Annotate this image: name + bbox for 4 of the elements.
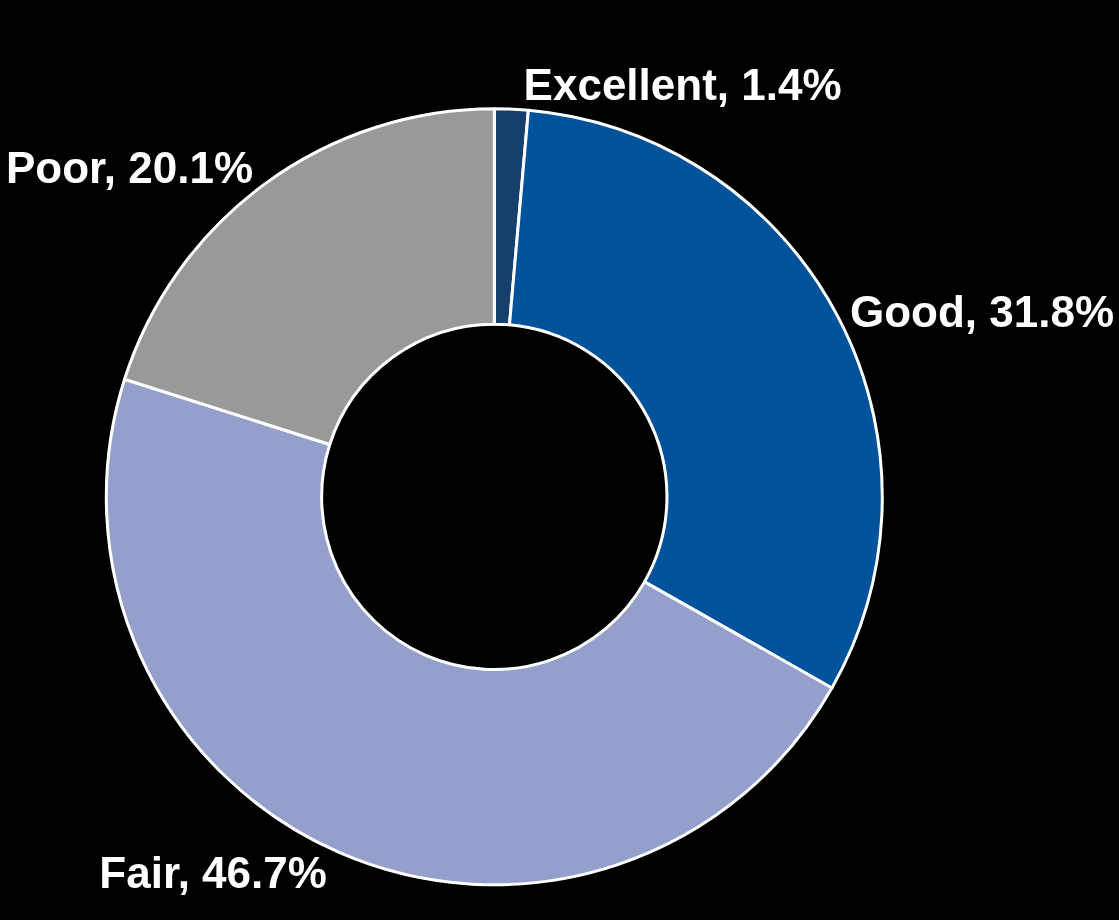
slice-label: Good, 31.8% bbox=[850, 286, 1115, 336]
slice-label: Poor, 20.1% bbox=[5, 143, 253, 193]
slice-label: Excellent, 1.4% bbox=[523, 60, 842, 110]
slice-label: Fair, 46.7% bbox=[99, 848, 327, 898]
